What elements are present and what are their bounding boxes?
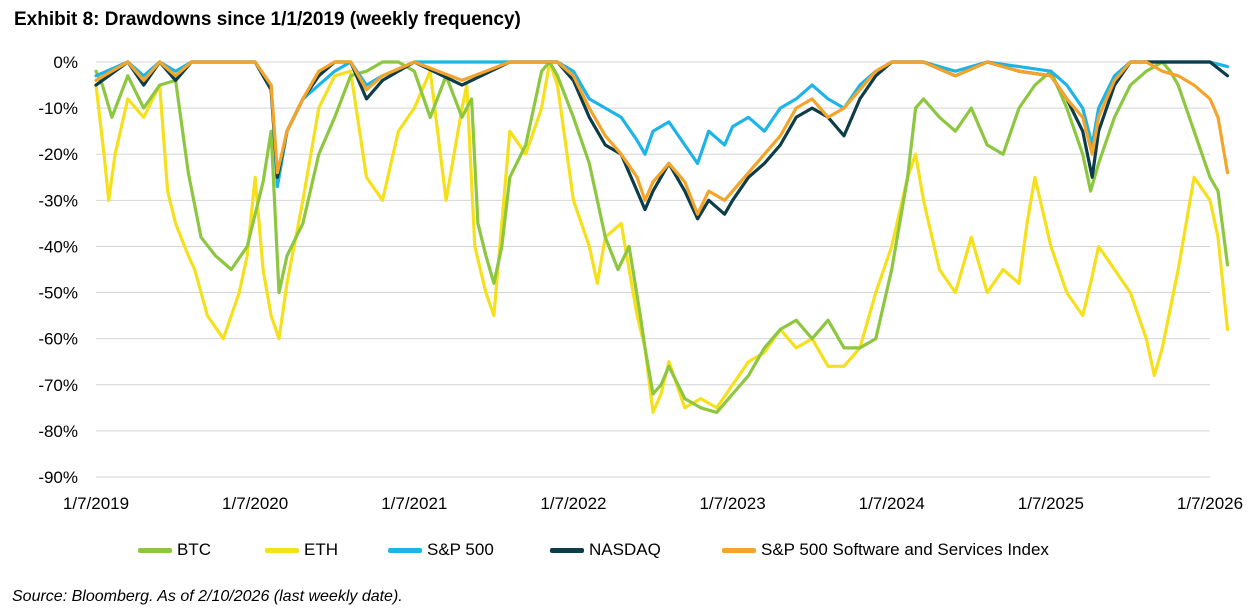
- x-axis-tick-labels: 1/7/2019 1/7/2020 1/7/2021 1/7/2022 1/7/2023…: [63, 494, 1243, 513]
- legend-label: S&P 500: [427, 540, 494, 559]
- legend-item: ETH: [265, 536, 338, 564]
- drawdown-chart: 0% -10% -20% -30% -40% -50% -60% -70% -80% -90% 1…: [38, 53, 1243, 513]
- x-tick-label: 1/7/2021: [381, 494, 447, 513]
- legend-label: BTC: [177, 540, 211, 559]
- series-line-eth: [94, 60, 1230, 414]
- legend-swatch: [550, 547, 584, 553]
- series-lines: [94, 60, 1230, 414]
- gridlines: [96, 61, 1210, 478]
- legend-swatch: [138, 547, 172, 553]
- legend-label: NASDAQ: [589, 540, 661, 559]
- y-tick-label: -40%: [38, 237, 78, 256]
- x-tick-label: 1/7/2025: [1018, 494, 1084, 513]
- legend-label: S&P 500 Software and Services Index: [761, 540, 1049, 559]
- legend-item: S&P 500 Software and Services Index: [722, 536, 1049, 564]
- y-tick-label: -60%: [38, 330, 78, 349]
- source-note: Source: Bloomberg. As of 2/10/2026 (last…: [12, 588, 403, 605]
- y-tick-label: -90%: [38, 468, 78, 487]
- x-tick-label: 1/7/2020: [222, 494, 288, 513]
- chart-title: Exhibit 8: Drawdowns since 1/1/2019 (wee…: [14, 9, 521, 30]
- legend-swatch: [722, 547, 756, 553]
- y-tick-label: -80%: [38, 422, 78, 441]
- legend-swatch: [265, 547, 299, 553]
- y-tick-label: 0%: [53, 53, 78, 72]
- legend-item: S&P 500: [388, 536, 494, 564]
- legend-item: NASDAQ: [550, 536, 661, 564]
- x-tick-label: 1/7/2019: [63, 494, 129, 513]
- y-tick-label: -70%: [38, 376, 78, 395]
- chart-legend: BTC ETH S&P 500 NASDAQ S&P 500 Software and …: [0, 536, 1254, 564]
- x-tick-label: 1/7/2023: [699, 494, 765, 513]
- series-line-s-p-500-software-and-services-index: [94, 60, 1230, 216]
- legend-item: BTC: [138, 536, 211, 564]
- y-axis-tick-labels: 0% -10% -20% -30% -40% -50% -60% -70% -80% -90%: [38, 53, 78, 487]
- y-tick-label: -50%: [38, 284, 78, 303]
- y-tick-label: -10%: [38, 99, 78, 118]
- x-tick-label: 1/7/2026: [1177, 494, 1243, 513]
- x-tick-label: 1/7/2024: [859, 494, 925, 513]
- legend-swatch: [388, 547, 422, 553]
- y-tick-label: -30%: [38, 191, 78, 210]
- legend-label: ETH: [304, 540, 338, 559]
- y-tick-label: -20%: [38, 145, 78, 164]
- x-tick-label: 1/7/2022: [540, 494, 606, 513]
- series-line-btc: [94, 60, 1230, 414]
